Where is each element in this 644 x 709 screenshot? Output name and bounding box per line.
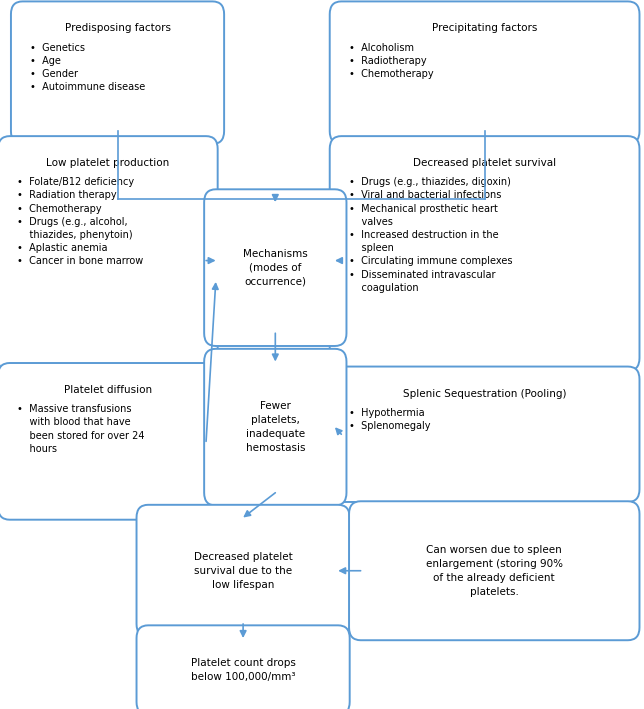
FancyBboxPatch shape xyxy=(330,136,639,371)
Text: Can worsen due to spleen
enlargement (storing 90%
of the already deficient
plate: Can worsen due to spleen enlargement (st… xyxy=(426,545,563,597)
Text: Precipitating factors: Precipitating factors xyxy=(432,23,537,33)
FancyBboxPatch shape xyxy=(349,501,639,640)
Text: Platelet diffusion: Platelet diffusion xyxy=(64,385,152,395)
Text: •  Genetics
•  Age
•  Gender
•  Autoimmune disease: • Genetics • Age • Gender • Autoimmune d… xyxy=(30,43,146,92)
Text: •  Alcoholism
•  Radiotherapy
•  Chemotherapy: • Alcoholism • Radiotherapy • Chemothera… xyxy=(349,43,433,79)
Text: Fewer
platelets,
inadequate
hemostasis: Fewer platelets, inadequate hemostasis xyxy=(245,401,305,453)
Text: Mechanisms
(modes of
occurrence): Mechanisms (modes of occurrence) xyxy=(243,249,308,286)
FancyBboxPatch shape xyxy=(204,189,346,346)
FancyBboxPatch shape xyxy=(137,505,350,637)
Text: •  Drugs (e.g., thiazides, digoxin)
•  Viral and bacterial infections
•  Mechani: • Drugs (e.g., thiazides, digoxin) • Vir… xyxy=(349,177,513,293)
FancyBboxPatch shape xyxy=(204,349,346,506)
Text: Splenic Sequestration (Pooling): Splenic Sequestration (Pooling) xyxy=(403,389,566,398)
Text: Low platelet production: Low platelet production xyxy=(46,158,169,168)
Text: Platelet count drops
below 100,000/mm³: Platelet count drops below 100,000/mm³ xyxy=(191,658,296,682)
Text: •  Massive transfusions
    with blood that have
    been stored for over 24
   : • Massive transfusions with blood that h… xyxy=(17,404,145,454)
Text: •  Hypothermia
•  Splenomegaly: • Hypothermia • Splenomegaly xyxy=(349,408,431,431)
FancyBboxPatch shape xyxy=(11,1,224,144)
Text: Decreased platelet
survival due to the
low lifespan: Decreased platelet survival due to the l… xyxy=(194,552,292,590)
Text: Predisposing factors: Predisposing factors xyxy=(64,23,171,33)
Text: Decreased platelet survival: Decreased platelet survival xyxy=(413,158,556,168)
FancyBboxPatch shape xyxy=(0,363,218,520)
FancyBboxPatch shape xyxy=(330,1,639,144)
FancyBboxPatch shape xyxy=(0,136,218,371)
FancyBboxPatch shape xyxy=(137,625,350,709)
FancyBboxPatch shape xyxy=(330,367,639,502)
Text: •  Folate/B12 deficiency
•  Radiation therapy
•  Chemotherapy
•  Drugs (e.g., al: • Folate/B12 deficiency • Radiation ther… xyxy=(17,177,144,267)
